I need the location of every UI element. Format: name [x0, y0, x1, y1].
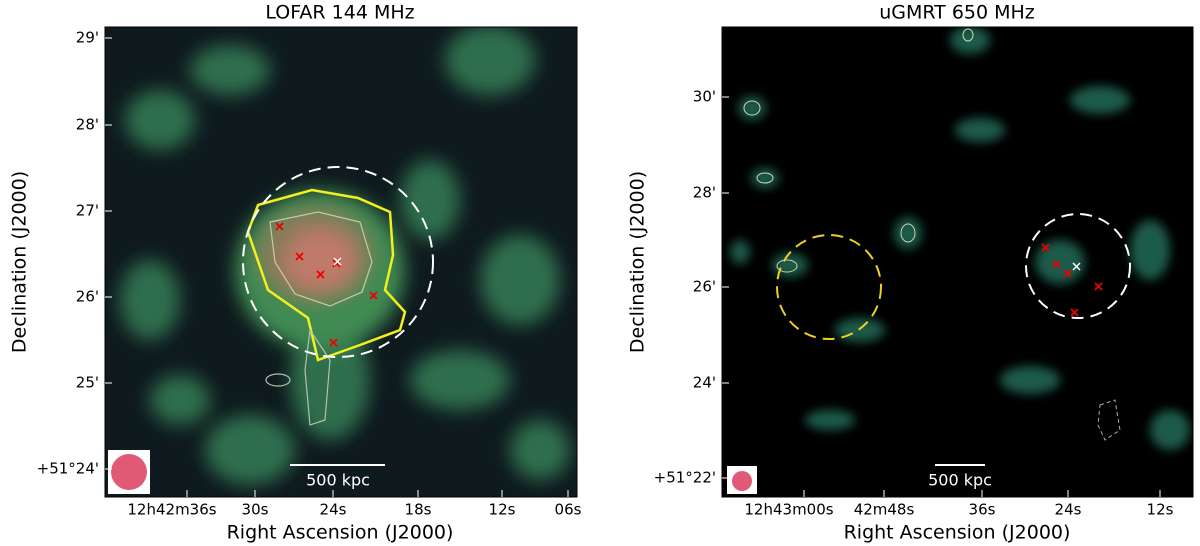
y-tick-label: 28'	[693, 184, 716, 202]
panel-title: LOFAR 144 MHz	[265, 2, 414, 24]
x-tick-label: 12s	[489, 501, 516, 519]
frame	[721, 26, 1194, 498]
y-tick-label: 29'	[76, 29, 99, 47]
lofar-image	[105, 27, 577, 497]
y-tick-label: 27'	[76, 202, 99, 220]
x-tick-label: 12h43m00s	[744, 501, 833, 519]
ugmrt-image	[722, 27, 1193, 497]
scale-bar-label: 500 kpc	[928, 471, 992, 490]
y-tick-label: 30'	[693, 88, 716, 106]
x-tick-label: 24s	[1055, 501, 1082, 519]
y-tick-label: 28'	[76, 116, 99, 134]
y-tick-label: 25'	[76, 374, 99, 392]
panel-title: uGMRT 650 MHz	[879, 2, 1035, 24]
y-tick-label: 26'	[693, 278, 716, 296]
y-axis-label: Declination (J2000)	[9, 171, 31, 353]
scale-bar-label: 500 kpc	[306, 471, 370, 490]
frame	[104, 26, 578, 498]
x-tick-label: 12s	[1147, 501, 1174, 519]
x-tick-label: 30s	[242, 501, 269, 519]
y-tick-label: 26'	[76, 288, 99, 306]
x-tick-label: 18s	[405, 501, 432, 519]
x-tick-label: 42m48s	[854, 501, 915, 519]
y-tick-label: 24'	[693, 374, 716, 392]
y-tick-label: +51°24'	[37, 460, 99, 478]
x-axis-label: Right Ascension (J2000)	[844, 522, 1071, 544]
x-tick-label: 06s	[555, 501, 582, 519]
x-axis-label: Right Ascension (J2000)	[227, 522, 454, 544]
y-axis-label: Declination (J2000)	[627, 171, 649, 353]
x-tick-label: 24s	[320, 501, 347, 519]
x-tick-label: 12h42m36s	[127, 501, 216, 519]
y-tick-label: +51°22'	[654, 469, 716, 487]
x-tick-label: 36s	[969, 501, 996, 519]
